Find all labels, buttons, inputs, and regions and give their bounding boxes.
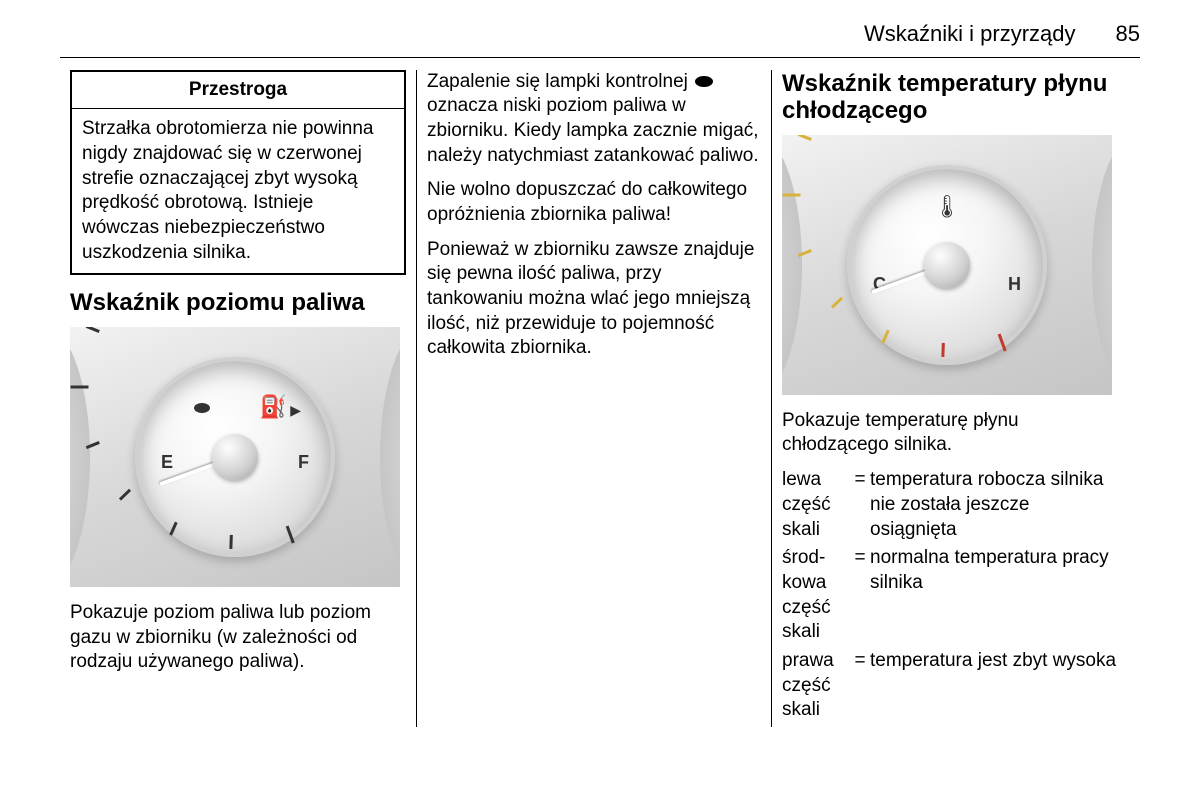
caution-title: Przestroga: [72, 72, 404, 110]
coolant-temp-icon: 🌡: [933, 193, 961, 222]
caution-box: Przestroga Strzałka obrotomierza nie pow…: [70, 70, 406, 276]
do-not-empty-paragraph: Nie wolno dopuszczać do całkowitego opró…: [427, 178, 761, 227]
low-fuel-paragraph: Zapalenie się lampki kontrolnej oznacza …: [427, 70, 761, 169]
fuel-gauge-full-label: F: [298, 451, 309, 474]
legend-value: normalna temperatura pracy silnika: [870, 546, 1118, 649]
legend-equals: =: [850, 649, 870, 727]
legend-value: temperatura robocza silnika nie została …: [870, 468, 1118, 546]
temp-legend-table: lewa część skali=temperatura robocza sil…: [782, 468, 1118, 727]
fuel-gauge-dial: E F ⛽ ▶: [135, 357, 335, 557]
temp-gauge-hub: [924, 242, 970, 288]
fuel-caption: Pokazuje poziom paliwa lub poziom gazu w…: [70, 601, 406, 675]
header-title: Wskaźniki i przyrządy: [864, 20, 1075, 49]
fuel-gauge-empty-label: E: [161, 451, 173, 474]
fuel-gauge-hub: [212, 434, 258, 480]
temp-caption: Pokazuje temperaturę płynu chłodzącego s…: [782, 409, 1118, 458]
low-fuel-text-a: Zapalenie się lampki kontrolnej: [427, 71, 693, 92]
temp-gauge-dial: C H 🌡: [847, 165, 1047, 365]
low-fuel-lamp-icon: [695, 76, 713, 87]
fuel-pump-icon: ⛽: [260, 393, 287, 422]
legend-key: prawa część skali: [782, 649, 850, 727]
page-number: 85: [1116, 20, 1140, 49]
column-middle: Zapalenie się lampki kontrolnej oznacza …: [416, 70, 772, 727]
legend-equals: =: [850, 546, 870, 649]
temp-gauge-hot-label: H: [1008, 273, 1021, 296]
low-fuel-warning-icon: [194, 403, 210, 413]
legend-row: prawa część skali=temperatura jest zbyt …: [782, 649, 1118, 727]
fuel-cap-side-arrow-icon: ▶: [290, 401, 301, 419]
legend-row: lewa część skali=temperatura robocza sil…: [782, 468, 1118, 546]
legend-key: środ­kowa część skali: [782, 546, 850, 649]
page-header: Wskaźniki i przyrządy 85: [60, 20, 1140, 58]
legend-value: temperatura jest zbyt wysoka: [870, 649, 1118, 727]
fuel-gauge-figure: E F ⛽ ▶: [70, 327, 400, 587]
legend-equals: =: [850, 468, 870, 546]
column-right: Wskaźnik temperatury płynu chłodzącego C…: [772, 70, 1128, 727]
caution-body: Strzałka obrotomierza nie powinna nigdy …: [72, 109, 404, 273]
low-fuel-text-b: oznacza niski poziom paliwa w zbiorniku.…: [427, 95, 759, 165]
refuel-note-paragraph: Ponieważ w zbiorniku zawsze znajduje się…: [427, 238, 761, 361]
legend-row: środ­kowa część skali=normalna temperatu…: [782, 546, 1118, 649]
column-left: Przestroga Strzałka obrotomierza nie pow…: [60, 70, 416, 727]
legend-key: lewa część skali: [782, 468, 850, 546]
temp-gauge-figure: C H 🌡: [782, 135, 1112, 395]
temp-section-title: Wskaźnik temperatury płynu chłodzącego: [782, 70, 1118, 125]
content-columns: Przestroga Strzałka obrotomierza nie pow…: [60, 70, 1140, 727]
fuel-section-title: Wskaźnik poziomu paliwa: [70, 289, 406, 317]
